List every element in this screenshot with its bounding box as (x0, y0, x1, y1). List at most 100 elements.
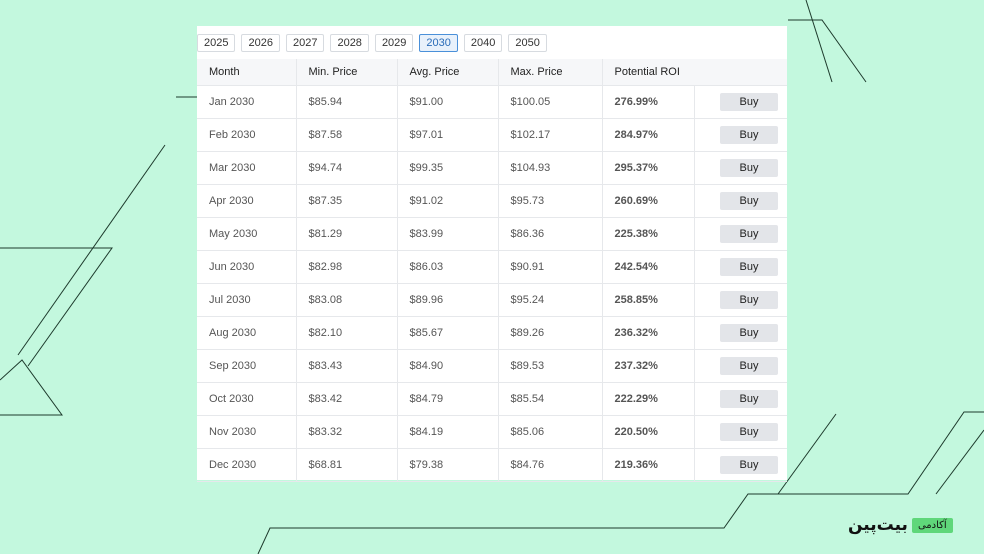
cell-avg-price: $84.19 (397, 415, 499, 449)
cell-buy: Buy (694, 85, 787, 119)
buy-button[interactable]: Buy (720, 422, 778, 441)
cell-avg-price: $89.96 (397, 283, 499, 317)
table-row: Nov 2030 $83.32 $84.19 $85.06 220.50% Buy (197, 415, 787, 449)
cell-month: Oct 2030 (197, 382, 297, 416)
cell-avg-price: $85.67 (397, 316, 499, 350)
table-row: Oct 2030 $83.42 $84.79 $85.54 222.29% Buy (197, 382, 787, 416)
tab-year-2026[interactable]: 2026 (241, 33, 280, 52)
cell-roi: 225.38% (602, 217, 695, 251)
table-row: Jun 2030 $82.98 $86.03 $90.91 242.54% Buy (197, 250, 787, 284)
table-header-row: Month Min. Price Avg. Price Max. Price P… (197, 59, 787, 86)
buy-button[interactable]: Buy (720, 323, 778, 342)
cell-min-price: $82.98 (296, 250, 398, 284)
buy-button[interactable]: Buy (720, 356, 778, 375)
header-max-price: Max. Price (498, 59, 603, 86)
cell-avg-price: $84.79 (397, 382, 499, 416)
cell-max-price: $89.53 (498, 349, 603, 383)
buy-button[interactable]: Buy (720, 389, 778, 408)
cell-avg-price: $84.90 (397, 349, 499, 383)
cell-month: Aug 2030 (197, 316, 297, 350)
table-row: Aug 2030 $82.10 $85.67 $89.26 236.32% Buy (197, 316, 787, 350)
cell-buy: Buy (694, 316, 787, 350)
cell-month: Dec 2030 (197, 448, 297, 482)
table-row: Sep 2030 $83.43 $84.90 $89.53 237.32% Buy (197, 349, 787, 383)
buy-button[interactable]: Buy (720, 224, 778, 243)
cell-max-price: $86.36 (498, 217, 603, 251)
tab-year-2028[interactable]: 2028 (330, 33, 369, 52)
brand-logo: بیت‌پین آکادمی (848, 515, 953, 535)
cell-min-price: $83.08 (296, 283, 398, 317)
buy-button[interactable]: Buy (720, 92, 778, 111)
tab-year-2027[interactable]: 2027 (285, 33, 325, 52)
buy-button[interactable]: Buy (720, 455, 778, 474)
logo-badge: آکادمی (911, 517, 953, 533)
cell-max-price: $104.93 (498, 151, 603, 185)
cell-buy: Buy (694, 283, 787, 317)
cell-max-price: $89.26 (498, 316, 603, 350)
cell-buy: Buy (694, 382, 787, 416)
table-body: Jan 2030 $85.94 $91.00 $100.05 276.99% Buy Feb… (197, 85, 787, 482)
tab-year-2050[interactable]: 2050 (508, 33, 547, 52)
year-tabs: 2025 2026 2027 2028 2029 2030 2040 2050 (197, 26, 553, 59)
cell-min-price: $85.94 (296, 85, 398, 119)
cell-buy: Buy (694, 349, 787, 383)
cell-avg-price: $91.02 (397, 184, 499, 218)
cell-roi: 220.50% (602, 415, 695, 449)
cell-avg-price: $79.38 (397, 448, 499, 482)
cell-max-price: $102.17 (498, 118, 603, 152)
cell-max-price: $95.24 (498, 283, 603, 317)
tab-year-2025[interactable]: 2025 (197, 33, 236, 52)
cell-roi: 258.85% (602, 283, 695, 317)
cell-max-price: $85.06 (498, 415, 603, 449)
price-prediction-card: 2025 2026 2027 2028 2029 2030 2040 2050 Month M… (197, 26, 787, 482)
header-potential-roi: Potential ROI (602, 59, 787, 86)
cell-roi: 260.69% (602, 184, 695, 218)
cell-buy: Buy (694, 415, 787, 449)
tab-year-2040[interactable]: 2040 (463, 33, 503, 52)
cell-month: Feb 2030 (197, 118, 297, 152)
cell-month: Jun 2030 (197, 250, 297, 284)
cell-max-price: $100.05 (498, 85, 603, 119)
table-row: Apr 2030 $87.35 $91.02 $95.73 260.69% Buy (197, 184, 787, 218)
cell-buy: Buy (694, 448, 787, 482)
cell-avg-price: $91.00 (397, 85, 499, 119)
table-row: May 2030 $81.29 $83.99 $86.36 225.38% Buy (197, 217, 787, 251)
table-row: Feb 2030 $87.58 $97.01 $102.17 284.97% Buy (197, 118, 787, 152)
buy-button[interactable]: Buy (720, 125, 778, 144)
cell-buy: Buy (694, 118, 787, 152)
cell-avg-price: $97.01 (397, 118, 499, 152)
cell-max-price: $85.54 (498, 382, 603, 416)
buy-button[interactable]: Buy (720, 158, 778, 177)
cell-roi: 219.36% (602, 448, 695, 482)
cell-buy: Buy (694, 250, 787, 284)
cell-min-price: $87.35 (296, 184, 398, 218)
buy-button[interactable]: Buy (720, 191, 778, 210)
header-avg-price: Avg. Price (397, 59, 499, 86)
cell-max-price: $95.73 (498, 184, 603, 218)
table-row: Jan 2030 $85.94 $91.00 $100.05 276.99% Buy (197, 85, 787, 119)
cell-min-price: $83.43 (296, 349, 398, 383)
buy-button[interactable]: Buy (720, 257, 778, 276)
table-row: Jul 2030 $83.08 $89.96 $95.24 258.85% Buy (197, 283, 787, 317)
cell-min-price: $81.29 (296, 217, 398, 251)
cell-avg-price: $99.35 (397, 151, 499, 185)
cell-min-price: $87.58 (296, 118, 398, 152)
cell-buy: Buy (694, 184, 787, 218)
cell-roi: 242.54% (602, 250, 695, 284)
buy-button[interactable]: Buy (720, 290, 778, 309)
tab-year-2029[interactable]: 2029 (374, 33, 414, 52)
cell-month: Mar 2030 (197, 151, 297, 185)
cell-month: May 2030 (197, 217, 297, 251)
header-month: Month (197, 59, 297, 86)
cell-max-price: $84.76 (498, 448, 603, 482)
table-row: Dec 2030 $68.81 $79.38 $84.76 219.36% Buy (197, 448, 787, 482)
cell-roi: 295.37% (602, 151, 695, 185)
cell-min-price: $94.74 (296, 151, 398, 185)
cell-month: Nov 2030 (197, 415, 297, 449)
tab-year-2030[interactable]: 2030 (419, 33, 458, 52)
cell-min-price: $68.81 (296, 448, 398, 482)
cell-buy: Buy (694, 217, 787, 251)
table-row: Mar 2030 $94.74 $99.35 $104.93 295.37% Buy (197, 151, 787, 185)
cell-min-price: $82.10 (296, 316, 398, 350)
